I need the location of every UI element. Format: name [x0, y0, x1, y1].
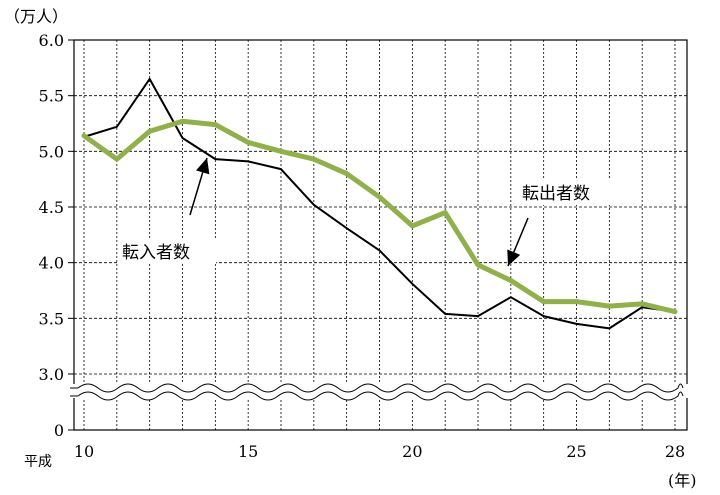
x-tick-label: 20 [402, 442, 422, 461]
y-tick-label: 0 [54, 421, 64, 440]
x-tick-label: 15 [238, 442, 258, 461]
x-era-prefix: 平成 [24, 454, 52, 470]
y-tick-label: 6.0 [39, 31, 64, 50]
series-label-bg [118, 238, 216, 264]
y-tick-label: 4.0 [39, 254, 64, 273]
series-line-2 [81, 118, 678, 315]
y-tick-label: 3.5 [39, 309, 64, 328]
series-label-bg [518, 179, 616, 205]
axis-break-wave [77, 391, 684, 401]
series-line-1 [83, 77, 676, 330]
annotation-arrow-head [507, 249, 521, 266]
x-tick-label: 28 [665, 442, 685, 461]
y-unit-label: （万人） [4, 7, 68, 26]
annotation-arrow-head [196, 158, 210, 175]
y-tick-label: 3.0 [39, 365, 64, 384]
series-label: 転出者数 [522, 184, 590, 204]
x-tick-label: 10 [74, 442, 94, 461]
y-tick-label: 4.5 [39, 198, 64, 217]
y-tick-label: 5.5 [39, 87, 64, 106]
series-label: 転入者数 [122, 243, 190, 263]
y-tick-label: 5.0 [39, 142, 64, 161]
plot-frame [73, 39, 688, 431]
x-tick-label: 25 [566, 442, 586, 461]
axis-break-mask [73, 384, 688, 398]
axis-break-wave [77, 383, 684, 393]
x-unit-label: (年) [668, 471, 697, 490]
